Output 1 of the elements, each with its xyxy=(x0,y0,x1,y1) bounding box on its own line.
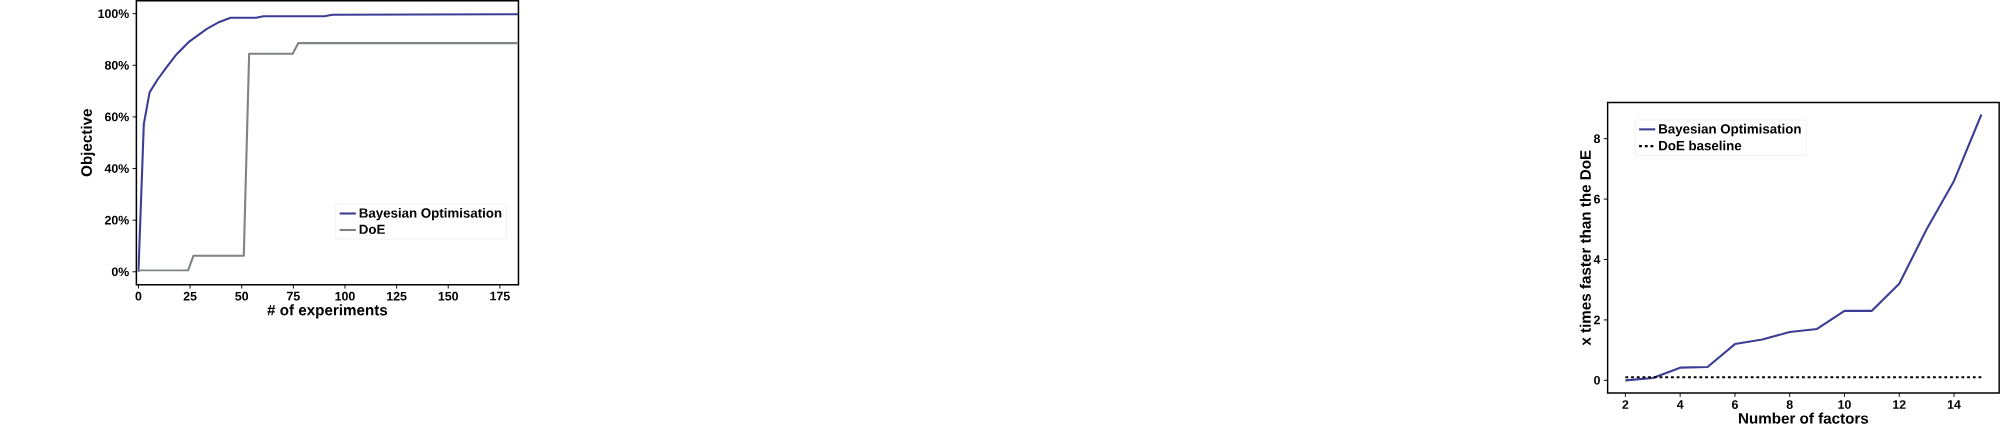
line-series xyxy=(1624,113,1983,381)
